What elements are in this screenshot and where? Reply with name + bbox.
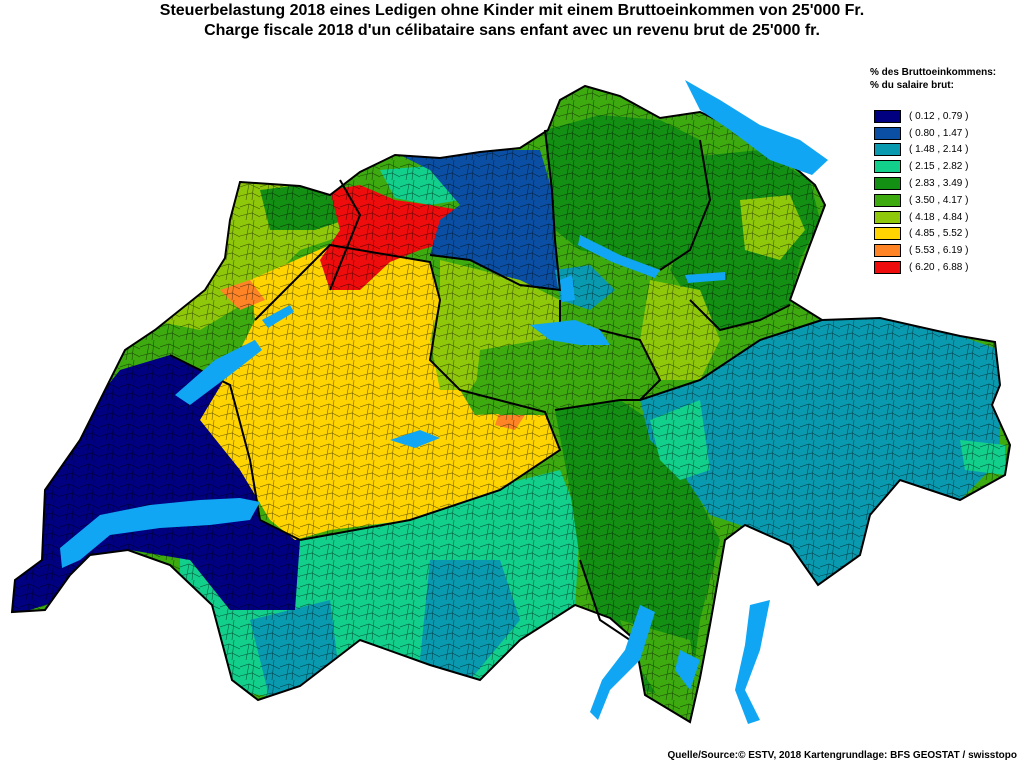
legend-row: ( 4.18 , 4.84 ) (874, 209, 968, 226)
lake-zug (560, 275, 575, 302)
legend-swatch (874, 244, 901, 258)
legend-label: ( 2.15 , 2.82 ) (909, 161, 969, 173)
legend-row: ( 0.12 , 0.79 ) (874, 108, 968, 125)
legend-row: ( 4.85 , 5.52 ) (874, 226, 968, 243)
lake-lucerne (530, 320, 610, 345)
lake-biel (262, 305, 294, 328)
legend-heading-de: % des Bruttoeinkommens: (870, 67, 997, 78)
legend-row: ( 0.80 , 1.47 ) (874, 125, 968, 142)
legend-label: ( 3.50 , 4.17 ) (909, 194, 969, 206)
lake-lugano (675, 650, 700, 690)
legend-swatch (874, 193, 901, 207)
legend-swatch (874, 109, 901, 123)
map-title-fr: Charge fiscale 2018 d'un célibataire san… (204, 22, 820, 39)
lake-neuchatel (175, 340, 262, 405)
canton-borders (10, 84, 1012, 724)
lake-thun (390, 430, 440, 448)
map-title-de: Steuerbelastung 2018 eines Ledigen ohne … (159, 2, 865, 19)
legend-swatch (874, 160, 901, 174)
legend-swatch (874, 210, 901, 224)
legend-row: ( 6.20 , 6.88 ) (874, 259, 968, 276)
legend-swatch (874, 177, 901, 191)
legend-label: ( 4.18 , 4.84 ) (909, 211, 969, 223)
lakes (60, 80, 828, 724)
lake-maggiore (590, 605, 655, 720)
legend-swatch (874, 143, 901, 157)
lake-walen (685, 272, 725, 283)
lake-como (735, 600, 770, 724)
legend-label: ( 1.48 , 2.14 ) (909, 144, 969, 156)
legend-row: ( 2.83 , 3.49 ) (874, 175, 968, 192)
lake-geneva (60, 498, 260, 568)
legend: ( 0.12 , 0.79 ) ( 0.80 , 1.47 ) ( 1.48 , 2… (874, 108, 968, 276)
legend-row: ( 3.50 , 4.17 ) (874, 192, 968, 209)
legend-swatch (874, 261, 901, 275)
legend-row: ( 2.15 , 2.82 ) (874, 158, 968, 175)
legend-label: ( 4.85 , 5.52 ) (909, 228, 969, 240)
legend-swatch (874, 227, 901, 241)
legend-row: ( 1.48 , 2.14 ) (874, 142, 968, 159)
legend-label: ( 2.83 , 3.49 ) (909, 178, 969, 190)
legend-heading-fr: % du salaire brut: (870, 80, 954, 91)
lake-zurich (578, 235, 660, 278)
source-credit: Quelle/Source:© ESTV, 2018 Kartengrundla… (667, 750, 1017, 761)
legend-label: ( 6.20 , 6.88 ) (909, 262, 969, 274)
legend-label: ( 0.12 , 0.79 ) (909, 110, 969, 122)
lake-constance (685, 80, 828, 175)
legend-label: ( 0.80 , 1.47 ) (909, 127, 969, 139)
legend-swatch (874, 126, 901, 140)
legend-label: ( 5.53 , 6.19 ) (909, 245, 969, 257)
legend-row: ( 5.53 , 6.19 ) (874, 242, 968, 259)
